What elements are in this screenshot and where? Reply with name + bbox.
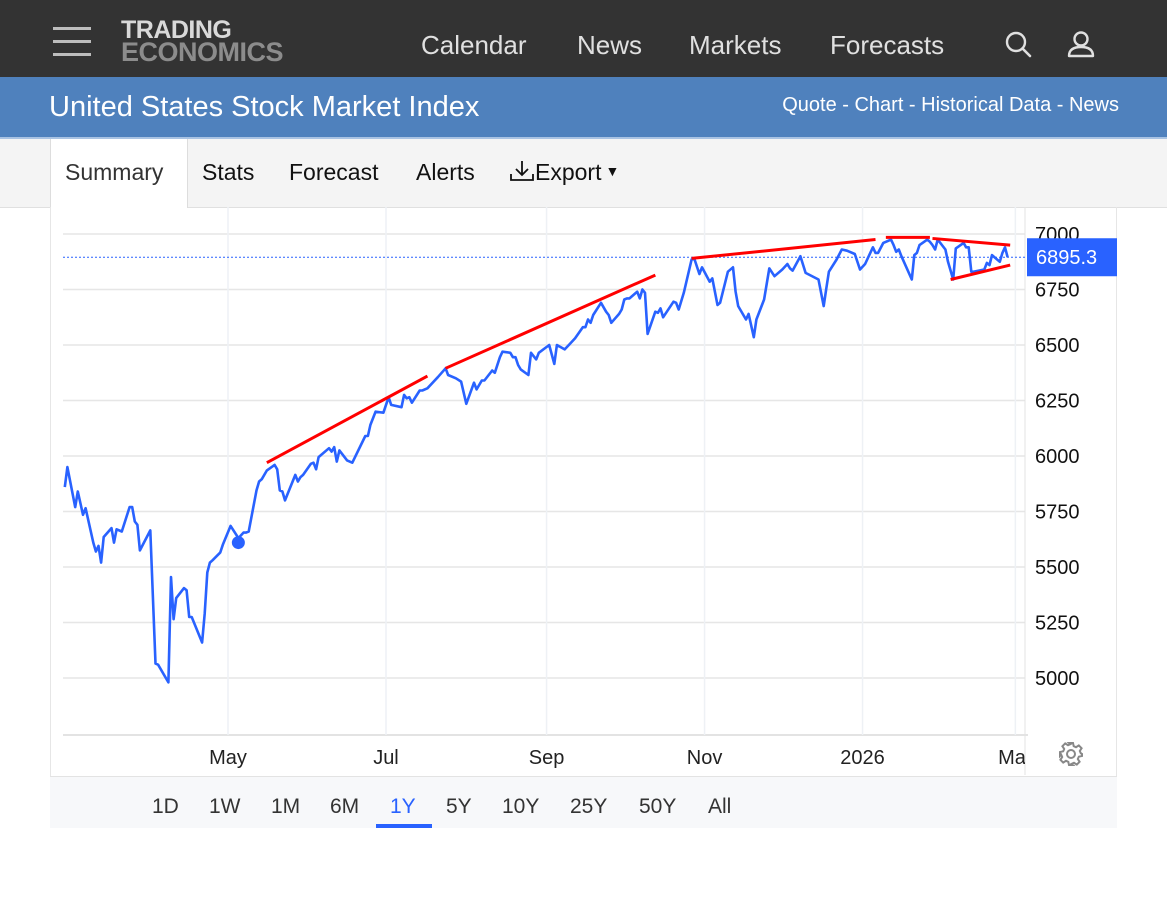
y-tick-label: 6000 (1035, 446, 1080, 468)
separator: - (836, 94, 855, 116)
trendline (691, 238, 876, 260)
link-historical-data[interactable]: Historical Data (921, 94, 1052, 116)
y-tick-label: 5750 (1035, 502, 1080, 524)
download-icon (510, 161, 534, 181)
last-value-label: 6895.3 (1036, 247, 1097, 269)
x-tick-label: Nov (687, 747, 723, 769)
link-chart[interactable]: Chart (854, 94, 904, 116)
range-10y[interactable]: 10Y (502, 795, 540, 818)
range-6m[interactable]: 6M (330, 795, 360, 818)
y-tick-label: 5500 (1035, 557, 1080, 579)
link-quote[interactable]: Quote (782, 94, 837, 116)
tab-summary[interactable]: Summary (65, 159, 164, 185)
x-tick-label: 2026 (840, 747, 885, 769)
tab-bar (0, 139, 1167, 208)
tab-summary-bg (50, 139, 188, 208)
separator: - (1051, 94, 1069, 116)
range-5y[interactable]: 5Y (446, 795, 472, 818)
x-tick-label: Jul (373, 747, 399, 769)
search-icon[interactable] (1004, 30, 1034, 65)
export-dropdown[interactable]: Export ▼ (509, 159, 619, 186)
last-value-badge (1027, 238, 1117, 277)
caret-down-icon: ▼ (605, 163, 620, 179)
tab-alerts[interactable]: Alerts (416, 159, 475, 185)
x-tick-label: Mar (998, 747, 1033, 769)
menu-icon[interactable] (53, 27, 91, 57)
range-all[interactable]: All (708, 795, 732, 818)
trendline (950, 263, 1011, 281)
top-navbar (0, 0, 1167, 77)
nav-markets[interactable]: Markets (689, 30, 782, 60)
logo[interactable]: TRADING ECONOMICS (121, 16, 284, 67)
range-25y[interactable]: 25Y (570, 795, 608, 818)
range-1y[interactable]: 1Y (390, 795, 416, 818)
page-title: United States Stock Market Index (49, 91, 480, 123)
range-50y[interactable]: 50Y (639, 795, 677, 818)
logo-line-1: TRADING (121, 16, 232, 44)
user-icon[interactable] (1066, 30, 1096, 65)
price-chart[interactable]: May Jul Sep Nov 2026 Mar 70006750650062506000… (50, 207, 1117, 775)
price-series-line (63, 238, 1009, 684)
logo-line-2: ECONOMICS (121, 37, 284, 67)
range-selector (50, 776, 1117, 828)
link-news[interactable]: News (1068, 94, 1119, 116)
x-tick-label: May (209, 747, 247, 769)
y-tick-label: 6750 (1035, 280, 1080, 302)
nav-calendar[interactable]: Calendar (421, 30, 527, 60)
trendline (266, 374, 429, 464)
trendline (932, 236, 1011, 247)
range-1m[interactable]: 1M (271, 795, 301, 818)
range-1w[interactable]: 1W (209, 795, 241, 818)
y-tick-label: 5000 (1035, 668, 1080, 690)
y-tick-label: 6250 (1035, 391, 1080, 413)
y-tick-label: 5250 (1035, 613, 1080, 635)
export-label: Export (535, 159, 602, 185)
range-1d[interactable]: 1D (152, 795, 179, 818)
selected-range-indicator (376, 824, 432, 828)
tab-stats[interactable]: Stats (202, 159, 255, 185)
tab-forecast[interactable]: Forecast (289, 159, 379, 185)
series-marker (231, 536, 245, 550)
nav-forecasts[interactable]: Forecasts (830, 30, 945, 60)
sub-navigation: Quote - Chart - Historical Data - News (782, 94, 1119, 117)
trendline (444, 273, 656, 370)
y-tick-label: 6500 (1035, 335, 1080, 357)
title-bar (0, 77, 1167, 139)
x-tick-label: Sep (529, 747, 565, 769)
settings-gear-icon[interactable] (1058, 741, 1084, 772)
separator: - (903, 94, 922, 116)
nav-news[interactable]: News (577, 30, 643, 60)
